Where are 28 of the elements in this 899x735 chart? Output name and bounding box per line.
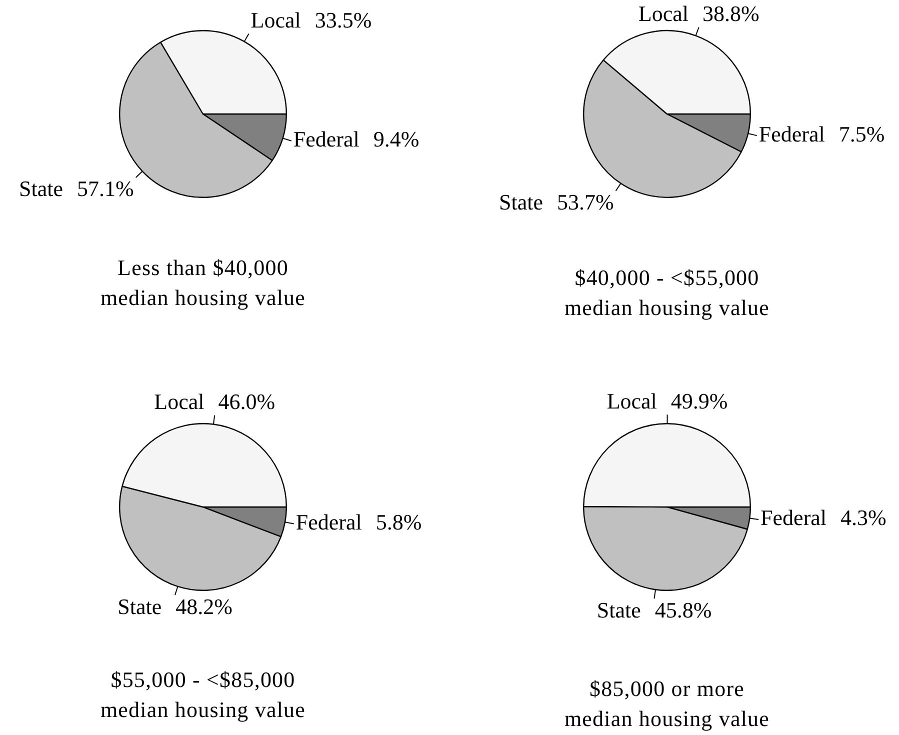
text: Less than $40,000 median housing value [99, 254, 307, 312]
text: $85,000 or more median housing value [563, 675, 771, 733]
data-label: 5.8% [376, 510, 422, 535]
slice-label: State [596, 597, 641, 622]
data-label: 46.0% [218, 389, 276, 414]
slice-label: Federal [296, 510, 362, 535]
slice-label: Federal [760, 505, 827, 530]
data-label: 33.5% [314, 8, 372, 33]
data-label: 38.8% [702, 1, 760, 26]
data-label: 9.4% [373, 126, 420, 152]
slice-label: Local [250, 8, 301, 33]
data-label: 4.3% [840, 505, 886, 530]
text: $55,000 - <$85,000 median housing value [99, 666, 307, 724]
data-label: 53.7% [556, 190, 614, 215]
slice-label: Federal [758, 121, 825, 146]
slice-label: State [118, 594, 162, 619]
slice-label: Local [638, 1, 688, 26]
data-label: 57.1% [77, 176, 134, 202]
data-label: 7.5% [838, 121, 885, 146]
text: $40,000 - <$55,000 median housing value [563, 264, 771, 322]
data-label: 45.8% [654, 597, 712, 622]
data-label: 48.2% [176, 594, 232, 619]
slice-label: Local [154, 389, 204, 414]
data-label: 49.9% [670, 388, 728, 414]
slice-label: State [19, 176, 64, 202]
slice-label: Local [606, 388, 657, 414]
slice-label: Federal [293, 126, 360, 152]
slice-label: State [498, 190, 543, 215]
